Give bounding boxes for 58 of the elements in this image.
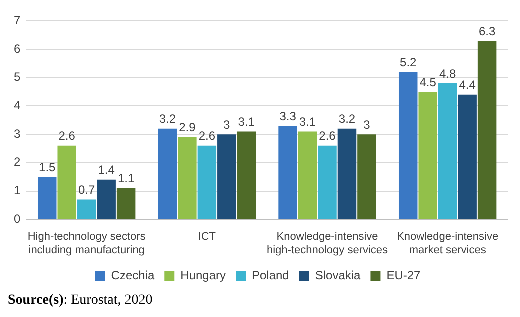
bar: [237, 132, 256, 220]
bar: [458, 94, 477, 220]
y-tick-label: 1: [14, 184, 21, 198]
data-label: 1.4: [98, 163, 116, 178]
bar: [38, 177, 57, 220]
bar: [338, 128, 357, 220]
bar: [97, 180, 116, 220]
data-label: 2.9: [179, 120, 196, 135]
data-label: 6.3: [478, 24, 496, 38]
data-label: 3: [224, 118, 231, 132]
bar: [358, 134, 376, 220]
data-label: 2.6: [319, 129, 336, 144]
data-label: 3.2: [159, 112, 176, 126]
source-note: Source(s): Eurostat, 2020: [8, 292, 154, 309]
y-tick-label: 6: [14, 42, 21, 56]
data-label: 2.6: [198, 129, 216, 144]
data-label: 1.1: [118, 172, 135, 186]
bar: [398, 72, 418, 220]
y-tick-label: 3: [14, 126, 21, 141]
data-label: 4.8: [439, 66, 456, 81]
bar: [278, 126, 298, 220]
bar: [178, 137, 197, 220]
x-tick-label: Knowledge-intensive high-technology services: [266, 231, 389, 256]
bar: [158, 128, 178, 220]
data-label: 0.7: [78, 183, 96, 198]
data-label: 4.4: [459, 78, 476, 92]
y-tick-label: 5: [14, 70, 21, 84]
data-label: 3.1: [238, 115, 256, 130]
bar: [116, 188, 136, 220]
legend-label: Slovakia: [315, 268, 362, 282]
bar: [77, 200, 96, 220]
legend-label: Hungary: [180, 268, 226, 282]
x-tick-label: ICT: [198, 231, 216, 244]
y-tick-label: 7: [14, 14, 21, 28]
x-tick-label: Knowledge-intensive market services: [397, 231, 499, 256]
bar: [58, 146, 76, 220]
bar: [198, 146, 217, 220]
data-label: 3: [364, 118, 371, 132]
legend-label: Czechia: [111, 268, 155, 282]
data-label: 5.2: [400, 56, 418, 70]
data-label: 1.5: [39, 160, 56, 174]
data-label: 3.1: [299, 115, 316, 130]
data-label: 4.5: [420, 75, 437, 90]
bar: [478, 41, 497, 220]
bar: [218, 134, 236, 220]
legend-label: Poland: [252, 268, 290, 282]
x-tick-label: High-technology sectors including manufacturing: [28, 231, 146, 256]
data-label: 3.3: [280, 109, 297, 124]
data-label: 2.6: [58, 129, 76, 144]
y-tick-label: 2: [14, 155, 21, 170]
y-tick-label: 4: [14, 98, 21, 113]
bar: [418, 92, 438, 220]
legend-label: EU-27: [386, 268, 422, 282]
bar: [318, 146, 337, 220]
y-tick-label: 0: [14, 212, 21, 226]
data-label: 3.2: [338, 112, 356, 126]
bar: [298, 132, 318, 220]
bar: [438, 84, 458, 220]
